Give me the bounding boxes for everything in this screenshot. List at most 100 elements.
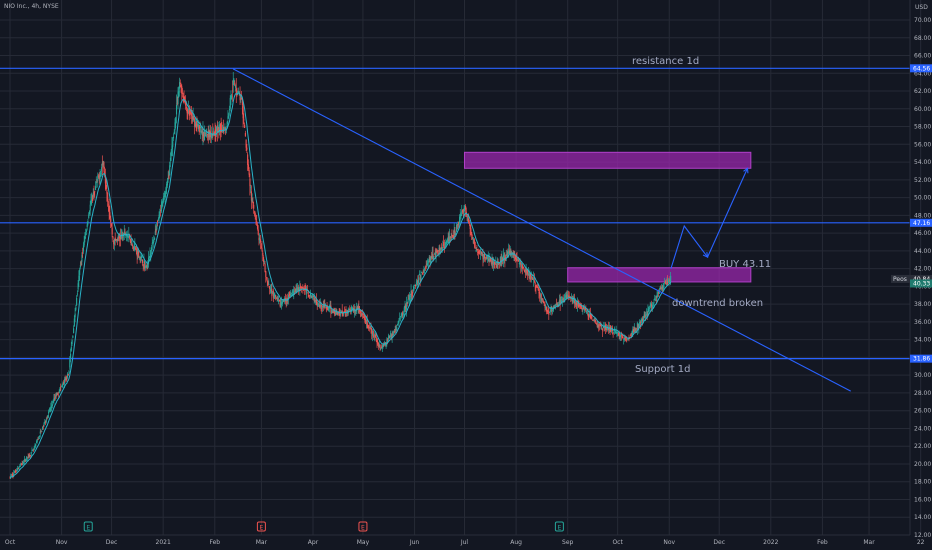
time-tick-label: Apr <box>308 539 319 546</box>
last-price-tag[interactable] <box>910 279 932 288</box>
trendline[interactable] <box>232 68 851 392</box>
candle-body <box>568 295 570 297</box>
candle-body <box>301 287 303 288</box>
candle-body <box>205 134 207 136</box>
candle-body <box>511 252 514 254</box>
candle-body <box>614 331 616 333</box>
candle-body <box>51 405 53 407</box>
level-price-tag[interactable] <box>910 64 932 73</box>
price-tick-label: 30.00 <box>914 372 931 379</box>
candle-body <box>383 344 385 346</box>
candle-body <box>351 307 353 310</box>
candle-body <box>312 296 315 298</box>
candle-body <box>180 85 182 88</box>
earnings-marker[interactable] <box>554 521 564 532</box>
candle-body <box>385 344 387 346</box>
candle-body <box>396 324 399 326</box>
candle-body <box>130 240 132 245</box>
candle-body <box>83 240 85 246</box>
candle-body <box>494 263 496 265</box>
peos-price-tag-text: 40.84 <box>913 276 930 283</box>
candle-body <box>57 394 59 396</box>
level-price-tag[interactable] <box>910 354 932 363</box>
candle-body <box>665 283 667 285</box>
candle-body <box>233 79 235 82</box>
projection-line[interactable] <box>670 168 749 269</box>
zones[interactable] <box>463 151 752 283</box>
candle-body <box>268 283 270 285</box>
candle-body <box>561 296 563 298</box>
candle-body <box>630 335 632 337</box>
candle-body <box>343 311 346 312</box>
candle-body <box>164 192 166 197</box>
candle-body <box>86 224 88 228</box>
candle-body <box>223 127 225 130</box>
price-tick-label: 20.00 <box>914 461 931 468</box>
candle-body <box>168 174 170 179</box>
candle-body <box>643 314 645 316</box>
candle-body <box>400 314 402 316</box>
candle-body <box>218 127 220 133</box>
candle-body <box>146 263 148 269</box>
candle-body <box>520 262 522 267</box>
candle-body <box>426 263 428 266</box>
candle-body <box>447 236 449 238</box>
candle-body <box>247 164 249 170</box>
candle-body <box>368 327 371 329</box>
candle-body <box>261 247 263 251</box>
candle-body <box>289 294 291 296</box>
candle-body <box>661 287 663 290</box>
level-price-tag[interactable] <box>910 218 932 227</box>
candle-body <box>395 328 397 331</box>
price-tick-label: 56.00 <box>914 141 931 148</box>
price-axis[interactable]: 12.00 14.00 16.00 18.00 20.00 22.00 24.00 26.00… <box>891 0 932 539</box>
candle-body <box>546 307 548 312</box>
candle-body <box>451 234 453 236</box>
candle-body <box>452 236 454 238</box>
candle-body <box>508 250 511 254</box>
candle-body <box>381 346 383 348</box>
candle-body <box>524 272 526 274</box>
price-tick-label: 66.00 <box>914 53 931 60</box>
candle-body <box>505 254 508 256</box>
candle-body <box>254 213 256 216</box>
earnings-marker[interactable] <box>358 521 368 532</box>
candle-body <box>255 218 257 220</box>
candle-body <box>523 268 525 269</box>
time-axis[interactable]: Oct Nov Dec 2021 Feb Mar Apr May Jun Jul Aug Sep Oct… <box>0 534 925 546</box>
candle-body <box>151 247 153 251</box>
candle-body <box>259 239 262 243</box>
candle-body <box>601 327 603 329</box>
projection-path[interactable] <box>670 167 749 269</box>
earnings-marker[interactable] <box>256 521 266 532</box>
candle-body <box>262 252 264 256</box>
symbol-title: NIO Inc., 4h, NYSE <box>4 3 59 10</box>
candle-body <box>469 226 471 230</box>
candle-body <box>54 395 57 399</box>
candle-body <box>661 287 663 290</box>
earnings-marker-letter: E <box>557 525 561 532</box>
earnings-marker[interactable] <box>83 521 93 532</box>
candle-body <box>365 320 368 323</box>
peos-price-tag[interactable] <box>910 274 932 283</box>
candle-body <box>588 314 590 317</box>
candle-body <box>528 274 530 279</box>
candle-body <box>360 310 362 314</box>
peos-tag[interactable] <box>891 274 910 283</box>
downtrend-line[interactable] <box>232 68 851 392</box>
candle-body <box>154 237 156 240</box>
candle-body <box>393 331 396 333</box>
candle-body <box>503 254 505 258</box>
candle-body <box>401 313 403 316</box>
candle-body <box>179 82 181 84</box>
candle-body <box>376 340 378 344</box>
supply-zone[interactable] <box>463 151 752 169</box>
candle-body <box>308 295 310 297</box>
supply-zone[interactable] <box>567 267 752 283</box>
candle-body <box>75 307 77 310</box>
horizontal-lines[interactable] <box>0 67 910 360</box>
candle-body <box>32 449 35 451</box>
candle-body <box>155 228 157 233</box>
